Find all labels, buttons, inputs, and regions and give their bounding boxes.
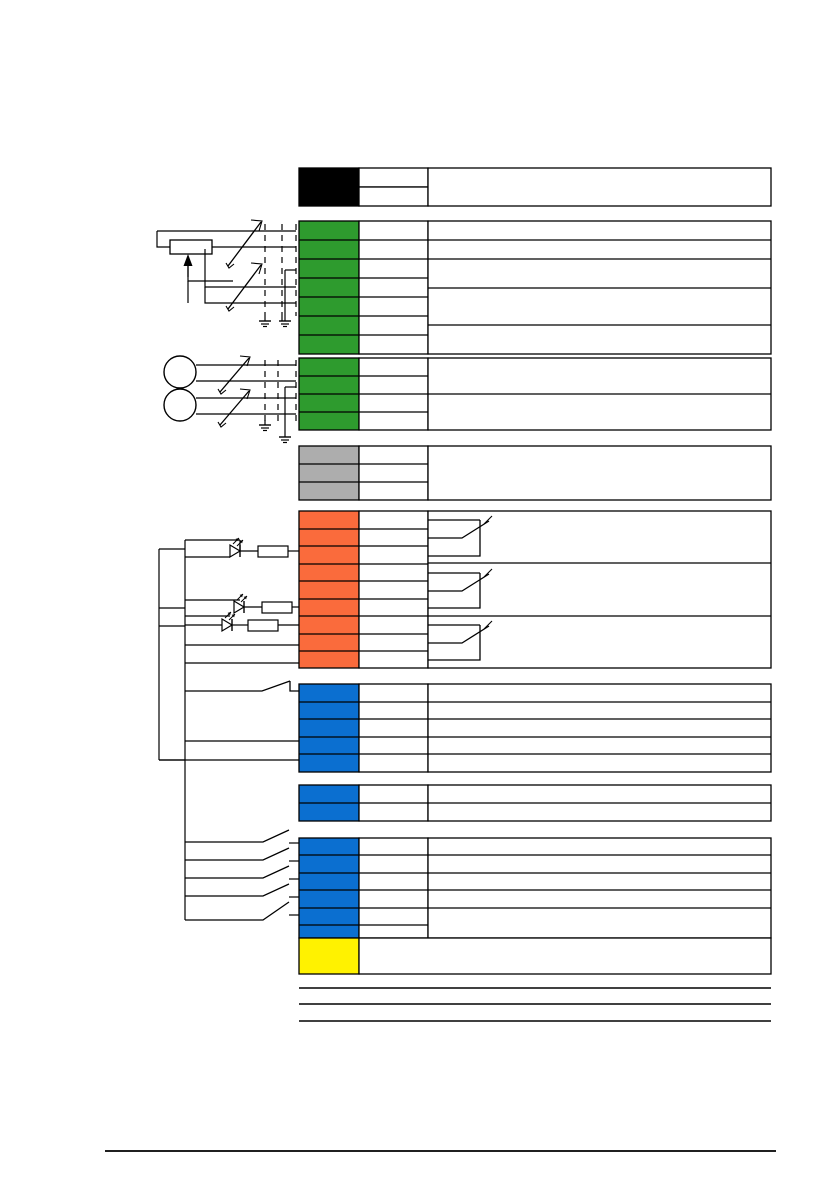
meter-icon-2	[163, 388, 197, 422]
terminal-swatch-black	[298, 167, 360, 207]
block-digital-in-a-schematic	[159, 680, 299, 761]
terminal-number-column	[358, 445, 429, 501]
block-analog-out-schematic	[163, 355, 297, 444]
supply-rail	[156, 231, 296, 248]
terminal-swatch-yellow	[298, 937, 360, 975]
led-icon-1	[229, 537, 244, 558]
led-icon-2	[233, 593, 248, 614]
switch-contact-c5	[185, 901, 290, 921]
terminal-description-cell-wide	[358, 937, 772, 975]
switch-contact-c4	[185, 883, 290, 897]
terminal-description-column	[427, 445, 772, 501]
terminal-swatch-blue	[298, 837, 360, 939]
variable-arrow-2	[225, 262, 263, 312]
switch-contact-c1	[185, 829, 290, 843]
earth-icon	[258, 419, 272, 432]
block-ground	[298, 937, 772, 975]
earth-icon	[258, 315, 272, 328]
terminal-description-cell	[427, 167, 772, 207]
terminal-number-column	[358, 683, 429, 773]
block-comm	[298, 445, 772, 501]
switch-contact-a	[185, 680, 291, 692]
meter-icon-1	[163, 355, 197, 389]
led-icon-3	[221, 611, 236, 632]
terminal-swatch-gray	[298, 445, 360, 501]
terminal-description-column	[427, 510, 772, 669]
block-power	[298, 167, 772, 207]
block-analog-in	[298, 220, 772, 355]
block-relay	[298, 510, 772, 669]
switch-contact-c3	[185, 865, 290, 879]
terminal-number-column	[358, 220, 429, 355]
wiper-arrowhead	[183, 254, 193, 266]
block-analog-in-schematic	[156, 219, 297, 328]
wiper-lead	[187, 277, 233, 282]
footer-rules	[105, 987, 776, 1152]
block-digital-in-a	[298, 683, 772, 773]
block-digital-in-c-schematic	[185, 829, 299, 921]
block-analog-out	[298, 357, 772, 431]
block-digital-in-b	[298, 784, 772, 822]
variable-arrow-3	[217, 355, 251, 395]
block-digital-in-c	[298, 837, 772, 939]
terminal-swatch-green	[298, 220, 360, 355]
earth-icon	[278, 431, 292, 444]
relay-contact-3	[428, 620, 493, 661]
relay-contact-2	[428, 568, 493, 609]
resistor-icon-3	[247, 619, 279, 632]
variable-arrow-4	[217, 388, 251, 428]
potentiometer-body	[169, 239, 213, 255]
terminal-number-column	[358, 510, 429, 669]
conductor	[204, 287, 296, 304]
block-relay-schematic	[158, 537, 299, 920]
variable-arrow-1	[225, 219, 263, 269]
terminal-number-column	[358, 837, 429, 939]
earth-icon	[278, 315, 292, 328]
terminal-swatch-orange	[298, 510, 360, 669]
switch-contact-c2	[185, 847, 290, 861]
terminal-number-cell	[358, 167, 429, 188]
terminal-description-column	[427, 683, 772, 773]
resistor-icon-2	[261, 601, 293, 614]
resistor-icon-1	[257, 545, 289, 558]
terminal-swatch-blue	[298, 683, 360, 773]
terminal-description-column	[427, 837, 772, 939]
relay-contact-1	[428, 515, 493, 557]
terminal-number-cell	[358, 186, 429, 207]
